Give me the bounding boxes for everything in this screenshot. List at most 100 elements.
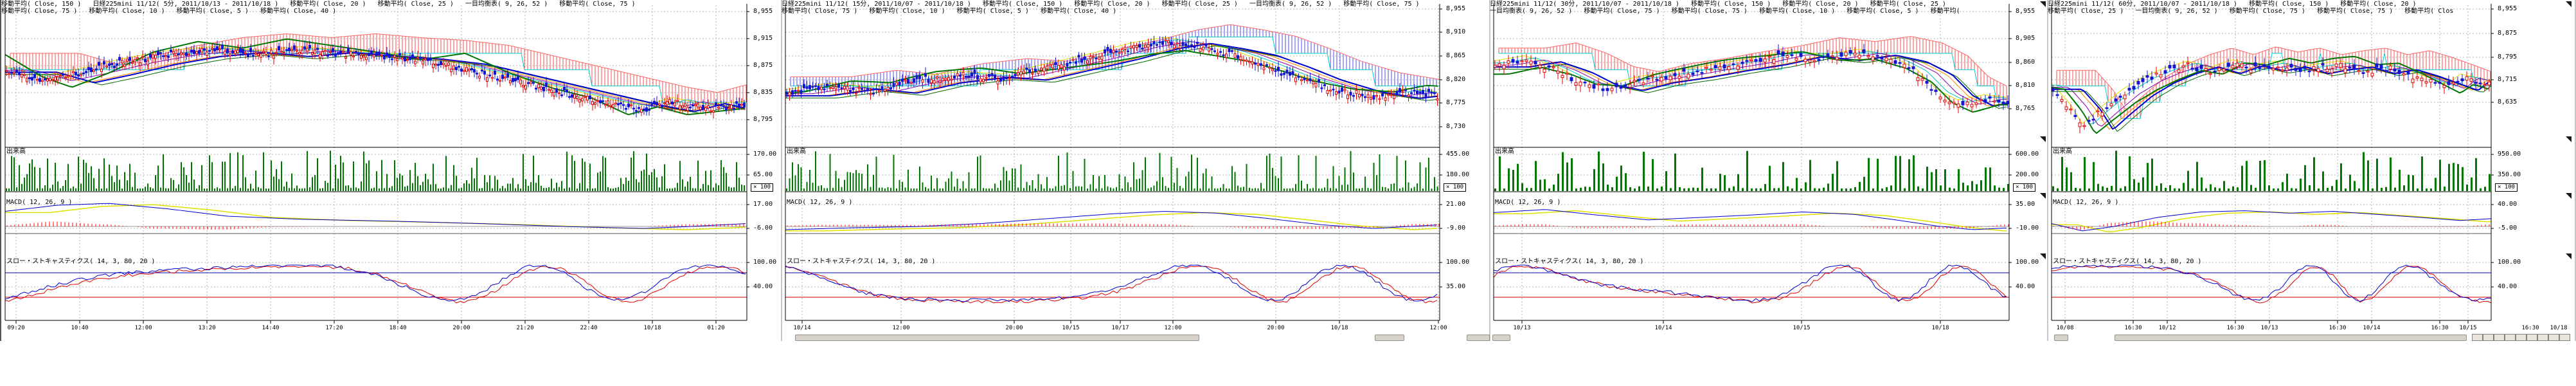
macd-axis-label: 17.00	[753, 201, 773, 208]
time-axis-label: 10/12	[2158, 325, 2176, 331]
price-axis-label: 8,955	[753, 8, 773, 15]
scrollbar-button[interactable]	[2527, 334, 2537, 341]
panel-grip-icon[interactable]	[2040, 136, 2046, 142]
panel-grip-icon[interactable]	[2040, 253, 2046, 259]
time-axis-label: 12:00	[1164, 325, 1182, 331]
horizontal-scrollbar-thumb[interactable]	[1375, 335, 1404, 341]
price-axis-label: 8,635	[2498, 98, 2518, 106]
horizontal-scrollbar-thumb[interactable]	[2115, 335, 2467, 341]
volume-panel-label: 出来高	[787, 148, 806, 155]
scrollbar-button[interactable]	[2472, 334, 2483, 341]
time-axis-label: 14:40	[262, 325, 280, 331]
volume-multiplier-badge: × 100	[751, 183, 774, 192]
volume-axis-label: 200.00	[2016, 171, 2039, 178]
price-axis-label: 8,875	[753, 62, 773, 69]
scrollbar-button[interactable]	[2494, 334, 2505, 341]
panel-header-line2: 移動平均( Close, 75 ) 移動平均( Close, 10 ) 移動平均…	[782, 8, 1117, 15]
panel-grip-icon[interactable]	[2566, 253, 2572, 259]
price-axis-label: 8,730	[1446, 123, 1466, 130]
time-axis-label: 16:30	[2226, 325, 2244, 331]
volume-axis-label: 65.00	[753, 171, 773, 178]
horizontal-scrollbar-thumb[interactable]	[2054, 335, 2068, 341]
volume-axis-label: 170.00	[753, 151, 777, 158]
chart-panel-4: 日経225mini 11/12( 60分, 2011/10/07 - 2011/…	[2048, 0, 2576, 386]
time-axis-label: 10/15	[1062, 325, 1080, 331]
time-axis-label: 10/18	[1931, 325, 1949, 331]
price-axis-label: 8,795	[753, 116, 773, 123]
scrollbar-button[interactable]	[2483, 334, 2494, 341]
time-axis-label: 16:30	[2329, 325, 2347, 331]
panel-grip-icon[interactable]	[2566, 193, 2572, 199]
volume-panel-label: 出来高	[2053, 148, 2072, 155]
horizontal-scrollbar-thumb[interactable]	[1492, 335, 1510, 341]
stochastics-panel-label: スロー・ストキャスティクス( 14, 3, 80, 20 )	[6, 258, 156, 265]
stochastics-panel-label: スロー・ストキャスティクス( 14, 3, 80, 20 )	[787, 258, 936, 265]
stoch-axis-label: 100.00	[1446, 259, 1470, 266]
stoch-axis-label: 40.00	[2498, 283, 2518, 290]
horizontal-scrollbar-thumb[interactable]	[795, 335, 1199, 341]
volume-axis-label: 180.00	[1446, 171, 1470, 178]
volume-panel-label: 出来高	[1495, 148, 1514, 155]
price-axis-label: 8,910	[1446, 28, 1466, 35]
panel-header-line1: 日経225mini 11/12( 15分, 2011/10/07 - 2011/…	[782, 1, 1420, 8]
macd-panel-label: MACD( 12, 26, 9 )	[6, 199, 73, 206]
volume-axis-label: 600.00	[2016, 151, 2039, 158]
time-axis-label: 10/18	[2550, 325, 2568, 331]
time-axis-label: 10/13	[2260, 325, 2278, 331]
chart-plot-area[interactable]	[2052, 0, 2491, 320]
panel-grip-icon[interactable]	[2040, 1, 2046, 7]
chart-plot-area[interactable]	[5, 0, 747, 320]
stoch-axis-label: 100.00	[753, 259, 777, 266]
price-axis-label: 8,865	[1446, 52, 1466, 59]
time-axis-label: 21:20	[516, 325, 534, 331]
time-axis-label: 17:20	[325, 325, 343, 331]
price-axis-label: 8,955	[1446, 5, 1466, 12]
time-axis-label: 10/14	[1654, 325, 1672, 331]
stoch-axis-label: 35.00	[1446, 283, 1466, 290]
time-axis-label: 10/15	[2459, 325, 2477, 331]
time-axis-label: 12:00	[1429, 325, 1447, 331]
time-axis-label: 10/17	[1111, 325, 1129, 331]
panel-grip-icon[interactable]	[2566, 1, 2572, 7]
volume-multiplier-badge: × 100	[2495, 183, 2518, 192]
macd-panel-label: MACD( 12, 26, 9 )	[1495, 199, 1561, 206]
price-axis-label: 8,810	[2016, 82, 2035, 89]
macd-axis-label: 35.00	[2016, 201, 2035, 208]
scrollbar-button[interactable]	[2505, 334, 2516, 341]
panel-header-line2: 移動平均( Close, 25 ) 一目均衡表( 9, 26, 52 ) 移動平…	[2048, 8, 2454, 15]
time-axis-label: 10/08	[2056, 325, 2074, 331]
chart-panel-2: 日経225mini 11/12( 15分, 2011/10/07 - 2011/…	[782, 0, 1491, 386]
price-axis-label: 8,715	[2498, 76, 2518, 83]
scrollbar-button[interactable]	[2548, 334, 2559, 341]
stochastics-panel-label: スロー・ストキャスティクス( 14, 3, 80, 20 )	[1495, 258, 1644, 265]
price-axis-label: 8,820	[1446, 76, 1466, 83]
price-axis-label: 8,765	[2016, 105, 2035, 112]
panel-header-line1: 移動平均( Close, 150 ) 日経225mini 11/12( 5分, …	[1, 1, 636, 8]
time-axis-label: 10/13	[1513, 325, 1531, 331]
volume-axis-label: 350.00	[2498, 171, 2521, 178]
macd-axis-label: -6.00	[753, 225, 773, 232]
time-axis-label: 20:00	[452, 325, 470, 331]
macd-axis-label: -10.00	[2016, 225, 2039, 232]
stoch-axis-label: 40.00	[753, 283, 773, 290]
panel-grip-icon[interactable]	[2040, 193, 2046, 199]
time-axis-label: 01:20	[707, 325, 725, 331]
price-axis-label: 8,795	[2498, 53, 2518, 60]
panel-header-line1: 日経225mini 11/12( 60分, 2011/10/07 - 2011/…	[2048, 1, 2417, 8]
panel-header-line1: 日経225mini 11/12( 30分, 2011/10/07 - 2011/…	[1490, 1, 1946, 8]
scrollbar-button[interactable]	[2516, 334, 2527, 341]
panel-grip-icon[interactable]	[2566, 136, 2572, 142]
scrollbar-button[interactable]	[2537, 334, 2548, 341]
volume-multiplier-badge: × 100	[1444, 183, 1467, 192]
macd-axis-label: 21.00	[1446, 201, 1466, 208]
chart-panel-1: 移動平均( Close, 150 ) 日経225mini 11/12( 5分, …	[0, 0, 783, 386]
time-axis-label: 12:00	[134, 325, 152, 331]
time-axis-label: 18:40	[389, 325, 407, 331]
horizontal-scrollbar-thumb[interactable]	[1467, 335, 1490, 341]
scrollbar-button[interactable]	[2559, 334, 2570, 341]
time-axis-label: 10/18	[643, 325, 661, 331]
time-axis-label: 10/14	[2363, 325, 2381, 331]
chart-plot-area[interactable]	[1494, 0, 2009, 320]
chart-plot-area[interactable]	[785, 0, 1440, 320]
